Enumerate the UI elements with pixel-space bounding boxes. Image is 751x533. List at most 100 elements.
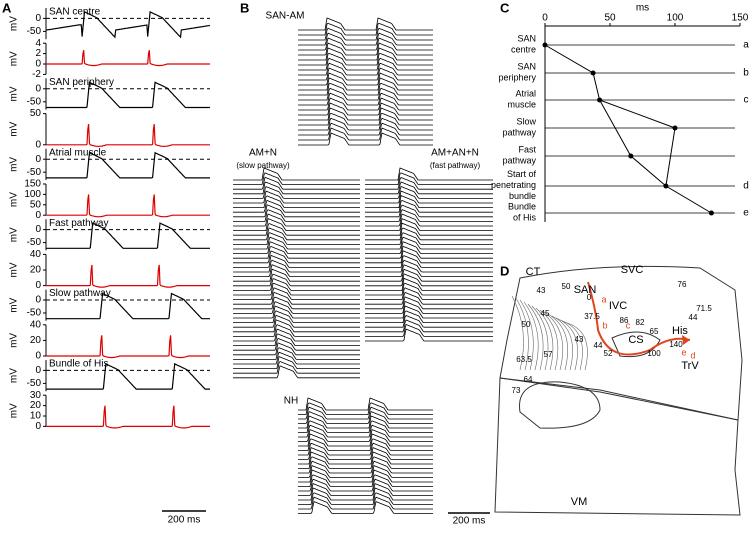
- stacked-trace: [233, 209, 360, 222]
- stacked-trace: [298, 447, 433, 460]
- row-title: Fast pathway: [49, 218, 108, 229]
- stacked-trace: [298, 52, 433, 66]
- stacked-trace: [233, 351, 360, 365]
- y-tick-label: -50: [27, 26, 42, 37]
- scale-bar-label: 200 ms: [168, 515, 201, 526]
- y-tick-label: 2: [35, 48, 41, 59]
- structure-label: SAN: [574, 284, 597, 296]
- point: [708, 210, 714, 216]
- time-label: 50: [562, 282, 571, 291]
- block-label: NH: [284, 396, 298, 407]
- stacked-trace: [233, 305, 360, 319]
- block-note: (slow pathway): [236, 161, 290, 170]
- stacked-trace: [298, 415, 433, 429]
- stacked-trace: [365, 264, 493, 277]
- y-axis-label: mV: [9, 333, 20, 348]
- stacked-trace: [233, 301, 360, 314]
- stacked-trace: [298, 492, 433, 505]
- y-tick-label: 40: [30, 249, 42, 260]
- stacked-trace: [365, 296, 493, 310]
- stacked-trace: [365, 218, 493, 231]
- stacked-trace: [298, 67, 433, 81]
- stacked-trace: [298, 127, 433, 141]
- trace: [46, 81, 210, 109]
- time-label: 44: [689, 313, 698, 322]
- stacked-trace: [298, 102, 433, 116]
- red-label: c: [626, 320, 631, 330]
- trace: [46, 264, 210, 288]
- y-tick-label: 20: [30, 400, 42, 411]
- stacked-trace: [298, 77, 433, 91]
- stacked-trace: [365, 305, 493, 319]
- stacked-trace: [298, 429, 433, 442]
- y-tick-label: -50: [27, 96, 42, 107]
- trace: [46, 194, 210, 218]
- conduction-line: [599, 99, 667, 187]
- stacked-trace: [298, 496, 433, 510]
- stacked-trace: [365, 250, 493, 264]
- time-label: 71.5: [696, 304, 712, 313]
- y-tick-label: 20: [30, 265, 42, 276]
- y-axis-label: mV: [9, 297, 20, 312]
- red-label: e: [681, 347, 686, 357]
- vm-shape: [519, 381, 601, 429]
- y-tick-label: -50: [27, 378, 42, 389]
- x-tick-label: 50: [604, 13, 616, 24]
- stacked-trace: [233, 190, 360, 204]
- y-axis-label: mV: [9, 192, 20, 207]
- stacked-trace: [298, 433, 433, 447]
- y-axis-label: mV: [9, 227, 20, 242]
- stacked-trace: [298, 42, 433, 56]
- stacked-trace: [365, 181, 493, 195]
- stacked-trace: [233, 273, 360, 287]
- stacked-trace: [233, 310, 360, 323]
- stacked-trace: [298, 460, 433, 474]
- time-label: 0: [587, 293, 592, 302]
- fibre: [543, 311, 563, 371]
- red-label: d: [690, 350, 695, 360]
- y-tick-label: -50: [27, 237, 42, 248]
- arrowhead: [682, 335, 690, 345]
- structure-label: His: [672, 325, 688, 337]
- stacked-trace: [365, 167, 493, 181]
- time-label: 76: [678, 280, 687, 289]
- stacked-trace: [298, 438, 433, 451]
- row-title: Atrial muscle: [49, 147, 107, 158]
- stacked-trace: [365, 291, 493, 305]
- stacked-trace: [365, 200, 493, 213]
- stacked-trace: [365, 282, 493, 296]
- structure-label: CS: [628, 334, 643, 346]
- stacked-trace: [233, 227, 360, 241]
- x-axis-label: ms: [636, 3, 649, 14]
- category-label: Slow pathway: [502, 117, 536, 138]
- stacked-trace: [298, 483, 433, 496]
- stacked-trace: [233, 236, 360, 250]
- fibre: [519, 299, 534, 371]
- row-title: SAN periphery: [49, 77, 114, 88]
- y-tick-label: 0: [35, 351, 41, 362]
- stacked-trace: [298, 87, 433, 101]
- fibre: [523, 301, 539, 371]
- stacked-trace: [233, 264, 360, 277]
- time-label: 43: [575, 335, 584, 344]
- fibre: [551, 315, 573, 371]
- point: [663, 183, 669, 189]
- structure-label: TrV: [681, 360, 699, 372]
- fibre: [539, 309, 559, 371]
- stacked-trace: [233, 319, 360, 333]
- scale-bar-label: 200 ms: [453, 516, 486, 527]
- stacked-trace: [233, 291, 360, 305]
- stacked-trace: [233, 342, 360, 356]
- stacked-trace: [233, 246, 360, 259]
- stacked-trace: [365, 222, 493, 236]
- time-label: 64: [524, 375, 533, 384]
- y-axis-label: mV: [9, 157, 20, 172]
- y-tick-label: 0: [35, 59, 41, 70]
- stacked-trace: [365, 177, 493, 190]
- y-tick-label: 0: [35, 224, 41, 235]
- stacked-trace: [365, 300, 493, 314]
- stacked-trace: [233, 282, 360, 296]
- stacked-trace: [233, 296, 360, 310]
- row-letter: a: [743, 40, 749, 51]
- stacked-trace: [365, 255, 493, 268]
